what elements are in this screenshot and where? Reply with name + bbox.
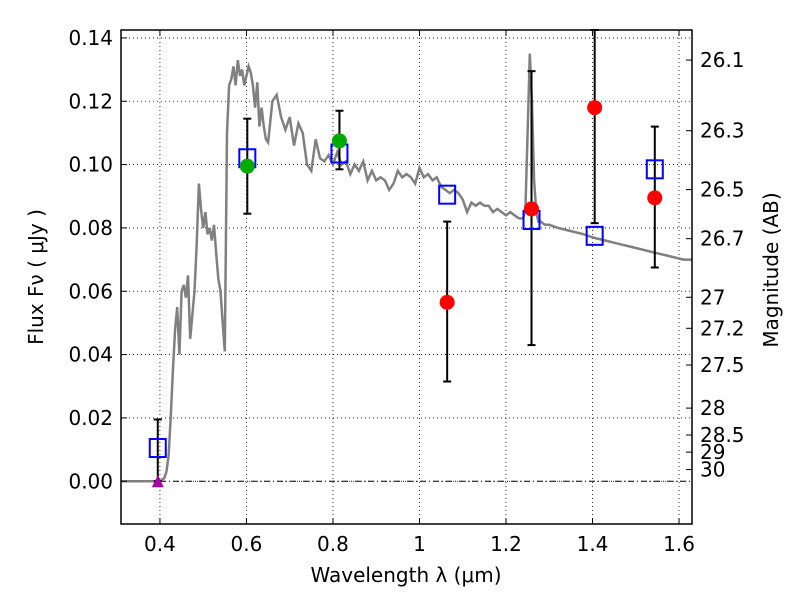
y-tick-label-6: 0.12 (68, 89, 113, 113)
axis-ticks (121, 30, 692, 524)
upper-limit-triangle-0 (151, 475, 164, 488)
x-tick-label-5: 1.4 (577, 532, 609, 556)
right-tick-label-2: 26.5 (700, 178, 745, 202)
low-significance-point-0 (439, 294, 455, 310)
grid (121, 30, 692, 524)
model-square-5 (585, 225, 604, 246)
x-tick-label-0: 0.4 (144, 532, 176, 556)
low-significance-point-2 (587, 100, 603, 116)
right-tick-label-9: 29 (700, 440, 725, 464)
x-tick-label-1: 0.6 (231, 532, 263, 556)
right-tick-label-8: 28.5 (700, 423, 745, 447)
model-square-0 (148, 438, 167, 458)
y-axis-label: Flux Fν ( μJy ) (24, 209, 48, 345)
x-axis-label: Wavelength λ (μm) (310, 563, 501, 587)
right-tick-label-6: 27.5 (700, 353, 745, 377)
right-tick-label-1: 26.3 (700, 119, 745, 143)
right-tick-label-3: 26.7 (700, 227, 745, 251)
y-tick-label-0: 0.00 (68, 469, 113, 493)
x-tick-label-4: 1.2 (490, 532, 522, 556)
y-tick-label-3: 0.06 (68, 279, 113, 303)
model-spectrum-line (121, 53, 692, 483)
low-significance-point-1 (524, 201, 540, 217)
y-tick-label-4: 0.08 (68, 216, 113, 240)
x-tick-label-6: 1.6 (663, 532, 695, 556)
model-square-3 (438, 184, 457, 205)
y-tick-label-7: 0.14 (68, 26, 113, 50)
y-tick-label-2: 0.04 (68, 343, 113, 367)
data-markers (148, 100, 664, 488)
right-axis-label: Magnitude (AB) (759, 192, 783, 347)
y-tick-label-1: 0.02 (68, 406, 113, 430)
detections-point-0 (239, 158, 255, 174)
right-tick-label-5: 27.2 (700, 316, 745, 340)
right-tick-label-0: 26.1 (700, 48, 745, 72)
detections-point-1 (331, 133, 347, 149)
low-significance-point-3 (647, 190, 663, 206)
right-tick-label-7: 28 (700, 396, 725, 420)
plot-frame (120, 29, 693, 525)
tick-labels: 0.4 0.6 0.8 1 1.2 1.4 1.6 0.00 0.02 0.04 0.06 0.08 0… (68, 26, 744, 556)
y-tick-label-5: 0.10 (68, 153, 113, 177)
x-tick-label-2: 0.8 (317, 532, 349, 556)
model-square-6 (645, 159, 664, 180)
right-tick-label-10: 30 (700, 458, 725, 482)
x-tick-label-3: 1 (413, 532, 426, 556)
right-tick-label-4: 27 (700, 285, 725, 309)
